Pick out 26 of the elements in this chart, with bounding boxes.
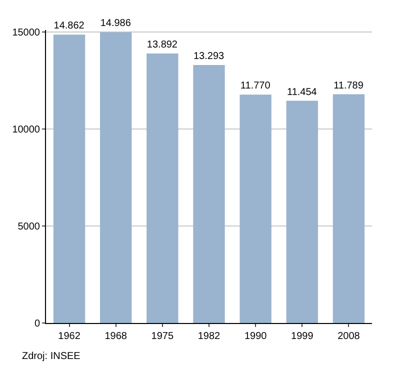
text: Zdroj: INSEE — [22, 351, 81, 362]
bar — [146, 53, 178, 323]
bar — [332, 94, 365, 323]
y-tick-label: 5000 — [18, 221, 40, 232]
bar — [53, 34, 86, 323]
data-label: 11.454 — [287, 86, 318, 98]
y-tick-label: 15000 — [12, 27, 40, 38]
x-tick-label: 1975 — [151, 331, 174, 342]
bar — [100, 32, 132, 323]
data-label: 14.862 — [54, 20, 85, 32]
x-tick-label: 2008 — [338, 331, 360, 342]
x-tick-label: 1968 — [104, 331, 128, 342]
bar — [193, 65, 225, 323]
data-label: 11.789 — [334, 80, 364, 92]
data-label: 13.293 — [193, 51, 225, 62]
bar — [286, 100, 318, 323]
x-tick-label: 1982 — [198, 331, 221, 342]
data-label: 13.892 — [146, 39, 178, 50]
y-tick-label: 0 — [34, 318, 40, 330]
y-tick-label: 10000 — [12, 124, 40, 136]
x-tick-label: 1999 — [291, 331, 314, 342]
bar — [240, 94, 272, 323]
data-label: 14.986 — [100, 18, 132, 30]
x-tick-label: 1990 — [244, 331, 268, 342]
data-label: 11.770 — [240, 80, 271, 92]
x-tick-label: 1962 — [58, 331, 81, 342]
